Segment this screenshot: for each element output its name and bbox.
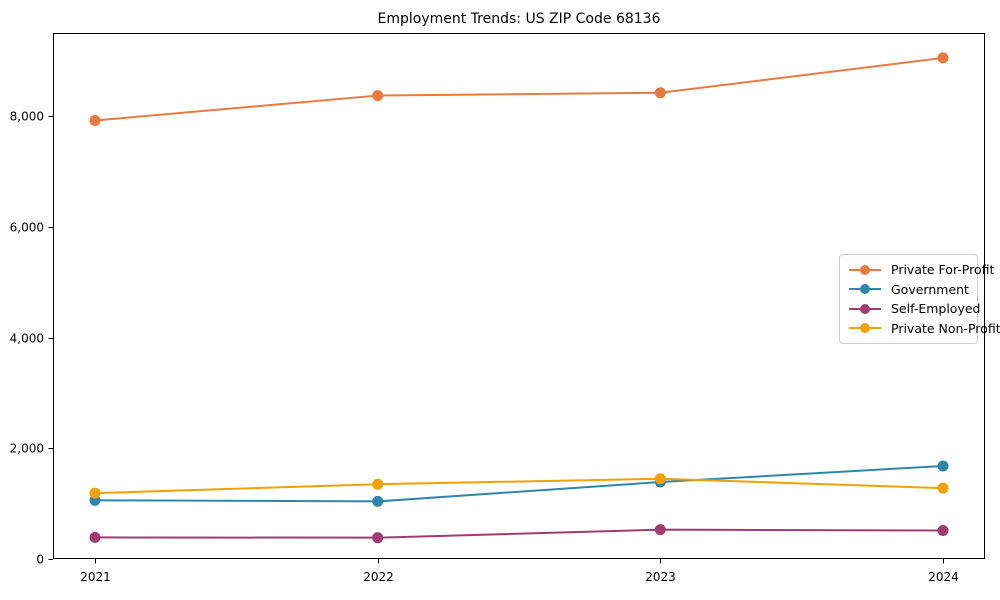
- legend-swatch-icon: [849, 284, 881, 295]
- data-point-self-employed-2021: [89, 531, 101, 543]
- data-point-government-2022: [372, 495, 384, 507]
- data-point-self-employed-2024: [937, 524, 949, 536]
- legend-box: Private For-Profit Government Self-Employe…: [839, 254, 1000, 344]
- axes-frame: [53, 33, 985, 559]
- series-line-private-non-profit: [94, 477, 944, 495]
- legend-swatch-icon: [849, 303, 881, 314]
- data-point-private-non-profit-2023: [654, 473, 666, 485]
- legend-label: Private Non-Profit: [891, 320, 1000, 336]
- data-point-private-for-profit-2024: [937, 52, 949, 64]
- data-point-private-for-profit-2021: [89, 114, 101, 126]
- data-point-self-employed-2023: [654, 524, 666, 536]
- legend-swatch-icon: [849, 264, 881, 275]
- x-tick-label: 2024: [928, 570, 959, 584]
- data-point-government-2024: [937, 460, 949, 472]
- y-tick-label: 2,000: [10, 442, 44, 456]
- x-tick-label: 2023: [645, 570, 676, 584]
- y-tick-label: 6,000: [10, 221, 44, 235]
- data-point-private-non-profit-2021: [89, 487, 101, 499]
- legend-item-private-for-profit: Private For-Profit: [844, 260, 994, 279]
- legend-label: Government: [891, 281, 969, 297]
- series-line-private-for-profit: [94, 56, 944, 122]
- data-point-private-non-profit-2022: [372, 478, 384, 490]
- legend-item-self-employed: Self-Employed: [844, 299, 980, 318]
- legend-swatch-icon: [849, 323, 881, 334]
- legend-item-private-non-profit: Private Non-Profit: [844, 319, 1000, 338]
- y-tick-label: 0: [36, 553, 44, 567]
- data-point-private-non-profit-2024: [937, 482, 949, 494]
- y-tick-label: 4,000: [10, 332, 44, 346]
- x-tick-label: 2021: [80, 570, 111, 584]
- data-point-private-for-profit-2022: [372, 90, 384, 102]
- series-line-government: [94, 464, 944, 503]
- legend-item-government: Government: [844, 280, 973, 299]
- x-tick-label: 2022: [363, 570, 394, 584]
- legend-label: Self-Employed: [891, 301, 981, 317]
- data-point-self-employed-2022: [372, 532, 384, 544]
- chart-title: Employment Trends: US ZIP Code 68136: [377, 11, 661, 27]
- series-line-self-employed: [94, 528, 944, 539]
- y-tick-label: 8,000: [10, 110, 44, 124]
- legend-label: Private For-Profit: [891, 262, 995, 277]
- data-point-private-for-profit-2023: [654, 87, 666, 99]
